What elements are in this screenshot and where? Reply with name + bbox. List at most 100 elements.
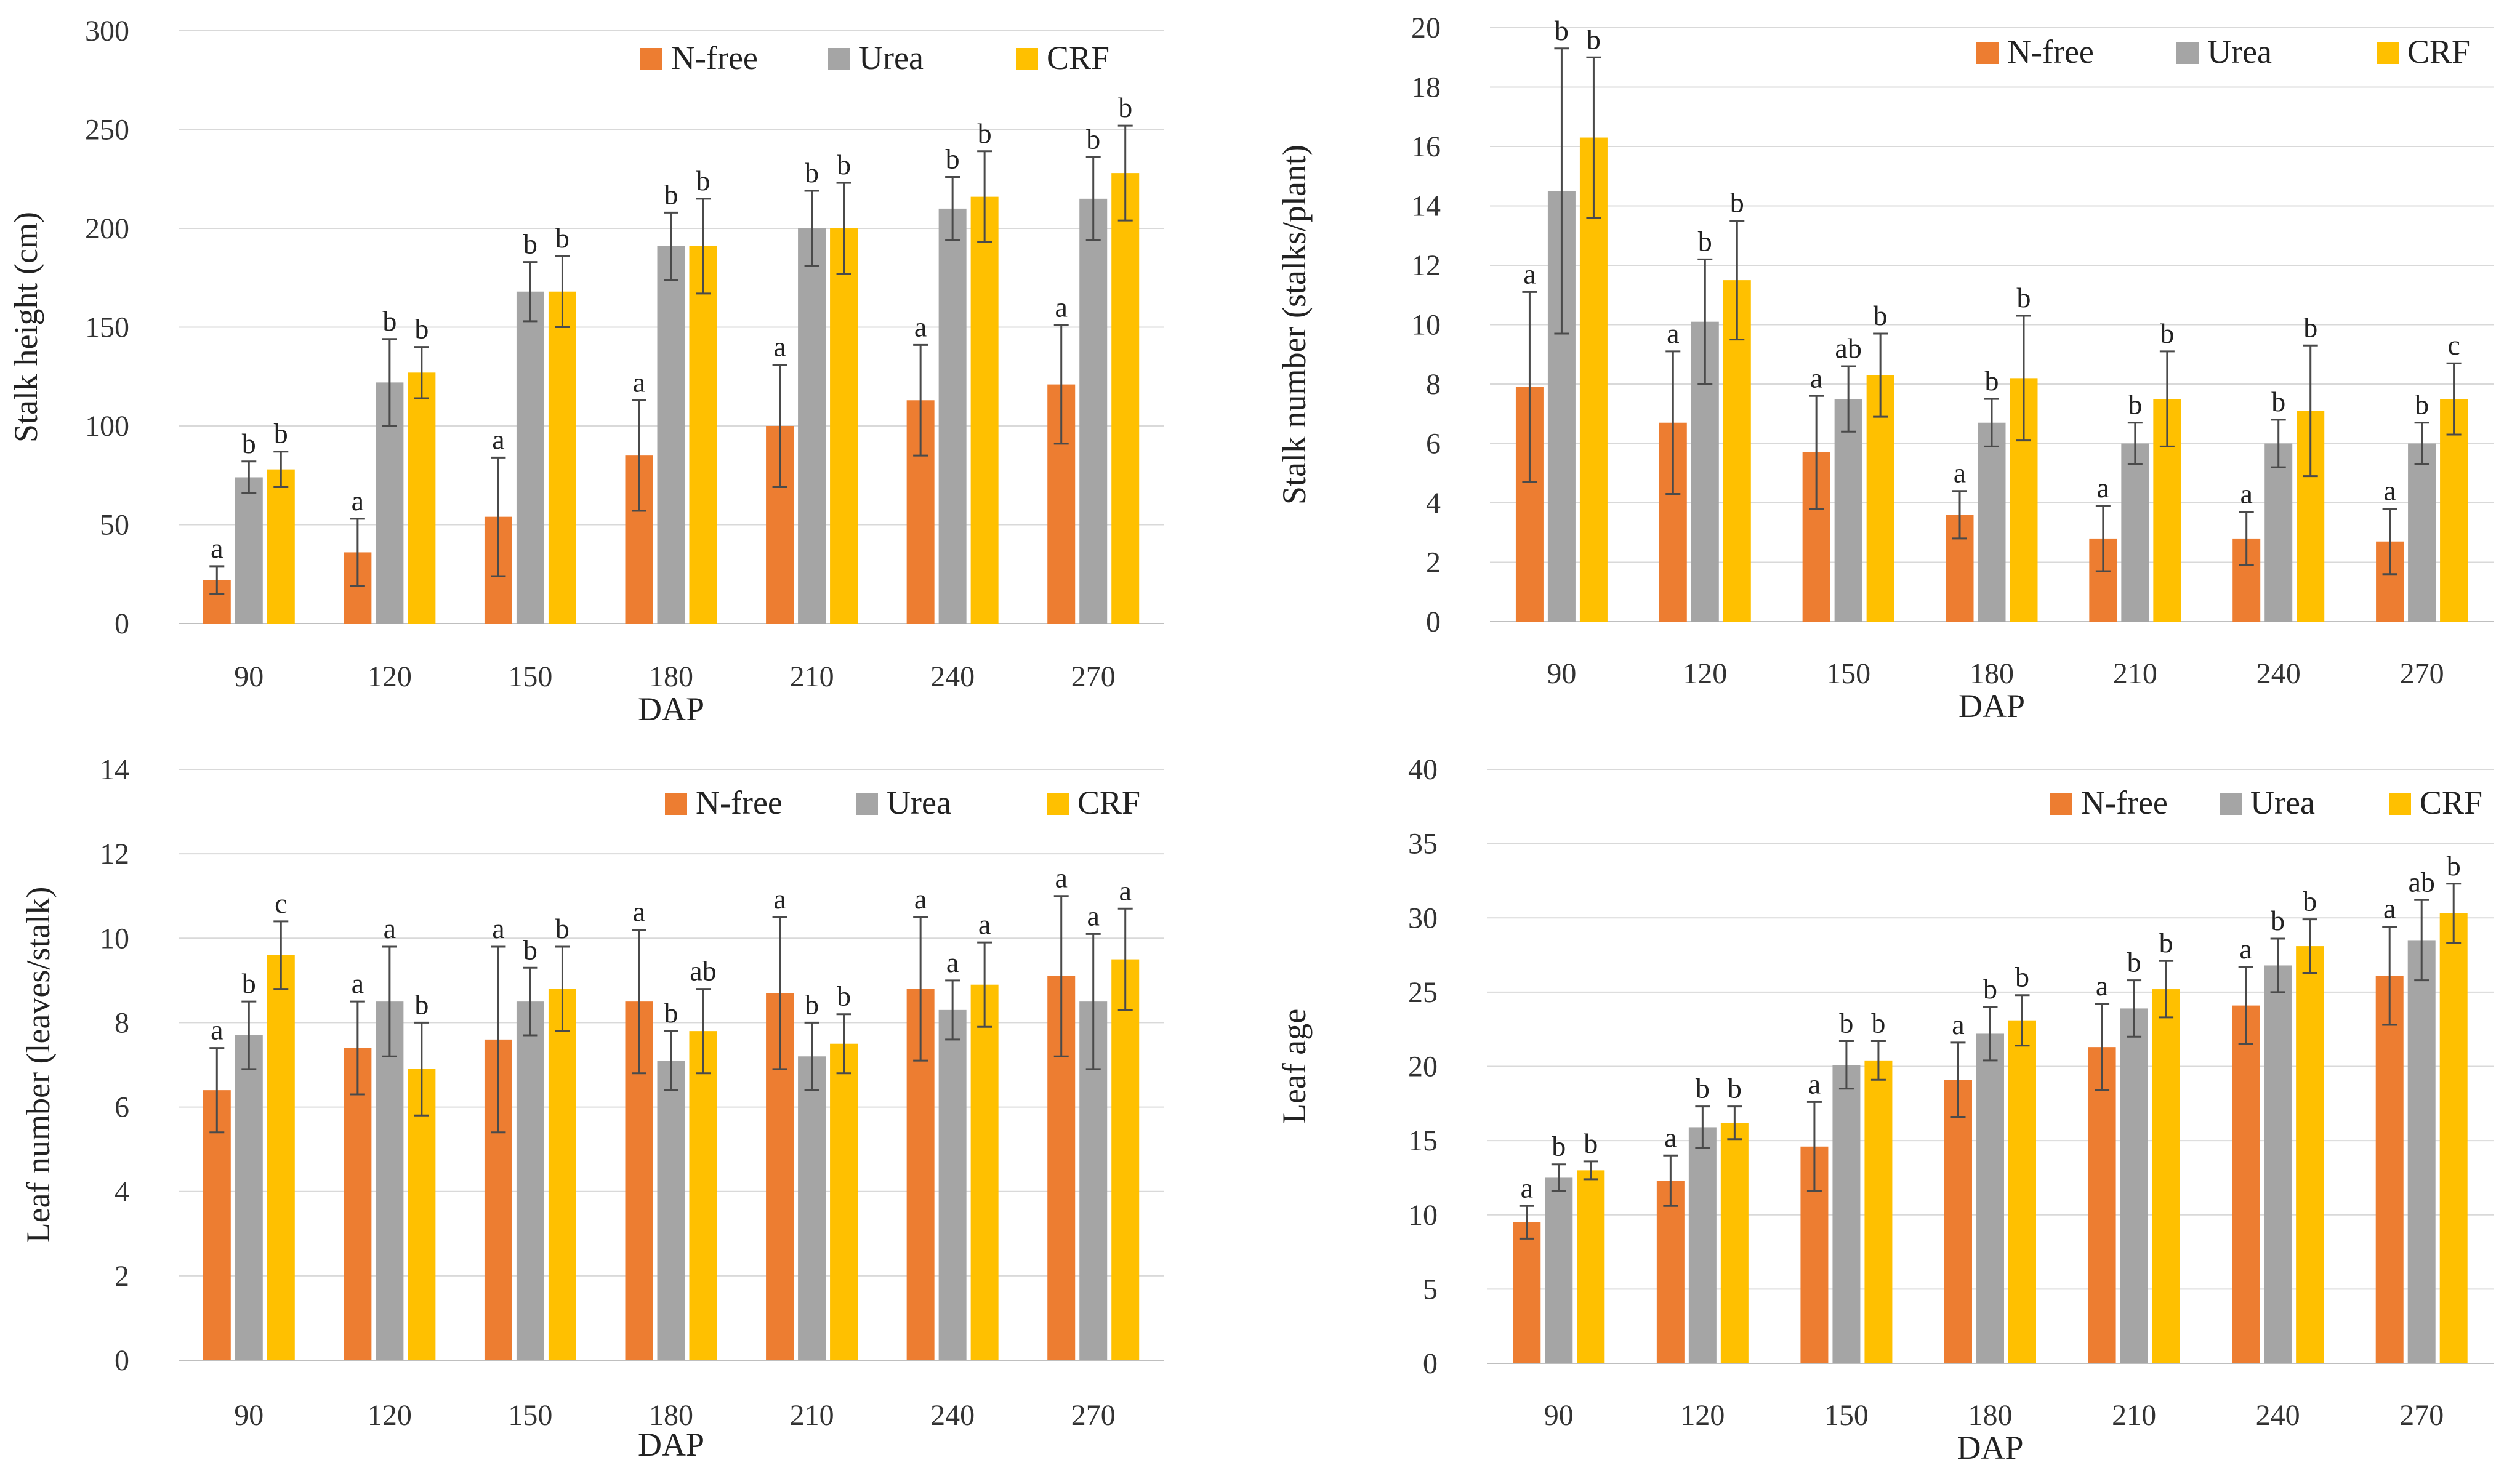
significance-label: b — [2160, 318, 2174, 349]
significance-label: a — [1810, 362, 1822, 393]
y-tick-label: 150 — [85, 311, 129, 344]
bar-crf — [2296, 946, 2324, 1363]
bar-urea — [938, 1009, 967, 1360]
significance-label: ab — [690, 955, 716, 987]
significance-label: b — [2303, 886, 2317, 917]
error-bar — [555, 255, 570, 328]
error-bar — [664, 211, 678, 281]
significance-label: a — [2383, 475, 2396, 507]
error-bar — [2270, 937, 2285, 993]
bar-crf — [548, 989, 576, 1360]
legend-swatch — [2377, 42, 2399, 64]
error-bar — [1983, 1006, 1998, 1062]
error-bar — [2159, 960, 2174, 1019]
significance-label: b — [1584, 1128, 1598, 1159]
y-tick-label: 12 — [1411, 249, 1441, 282]
error-bar — [2382, 926, 2397, 1026]
significance-label: b — [242, 968, 256, 999]
bar-urea — [657, 246, 685, 624]
significance-label: b — [1730, 187, 1744, 219]
significance-label: a — [773, 883, 786, 915]
significance-label: a — [384, 913, 396, 944]
significance-label: b — [2447, 850, 2461, 881]
y-tick-label: 8 — [1426, 368, 1441, 401]
x-tick-label: 120 — [368, 660, 412, 693]
y-tick-label: 0 — [115, 608, 129, 640]
y-tick-label: 14 — [1411, 190, 1441, 223]
error-bar — [2239, 510, 2254, 566]
significance-label: a — [211, 532, 223, 564]
bar-urea — [938, 208, 967, 624]
bar-crf — [267, 469, 295, 624]
error-bar — [977, 150, 992, 243]
x-tick-label: 180 — [649, 660, 693, 693]
y-tick-label: 12 — [100, 838, 129, 870]
error-bar — [209, 1047, 225, 1134]
chart-stalk-height: 0 50 100 150 200 250 300 Stalk height (cm) DAP 90… — [7, 15, 1164, 726]
significance-label: a — [1808, 1068, 1821, 1099]
error-bar — [836, 182, 851, 275]
x-tick-label: 270 — [2400, 657, 2444, 690]
chart-leaf-number: 0 2 4 6 8 10 12 14 Leaf number (leaves/stalk) DAP… — [20, 753, 1164, 1463]
bar-urea — [2264, 965, 2292, 1363]
y-tick-label: 16 — [1411, 130, 1441, 163]
significance-label: b — [414, 313, 429, 345]
bar-urea — [798, 228, 826, 624]
error-bar — [1522, 291, 1537, 483]
bar-crf — [830, 228, 858, 624]
significance-label: a — [2240, 478, 2253, 509]
significance-label: b — [1698, 225, 1712, 257]
legend-label: N-free — [696, 784, 783, 821]
error-bar — [836, 1013, 851, 1075]
y-tick-label: 10 — [100, 922, 129, 955]
legend-label: Urea — [2250, 784, 2315, 821]
bar-n-free — [1513, 1222, 1541, 1363]
x-tick-label: 90 — [234, 1399, 264, 1432]
significance-label: a — [2383, 893, 2396, 924]
bar-crf — [830, 1043, 858, 1360]
significance-label: b — [2271, 905, 2285, 936]
significance-label: b — [1871, 1007, 1885, 1038]
x-axis-label: DAP — [638, 1426, 704, 1463]
x-tick-label: 120 — [1683, 657, 1727, 690]
bar-n-free — [2232, 1005, 2260, 1363]
error-bar — [632, 399, 646, 512]
error-bar — [2446, 362, 2462, 436]
significance-label: a — [2096, 970, 2108, 1001]
significance-label: b — [1086, 123, 1100, 154]
significance-label: a — [1055, 862, 1068, 894]
x-tick-label: 240 — [930, 660, 975, 693]
y-tick-label: 18 — [1411, 71, 1441, 104]
error-bar — [1806, 1101, 1822, 1192]
bar-urea — [1978, 422, 2006, 622]
legend-label: N-free — [671, 39, 758, 76]
error-bar — [1984, 398, 1999, 447]
error-bar — [1586, 56, 1601, 219]
significance-label: a — [2239, 933, 2252, 965]
error-bar — [1838, 1040, 1854, 1090]
significance-label: a — [1952, 1009, 1964, 1040]
significance-label: a — [914, 883, 927, 915]
y-axis-label: Leaf number (leaves/stalk) — [20, 887, 57, 1243]
bar-urea — [235, 477, 263, 624]
y-tick-label: 300 — [85, 15, 129, 47]
y-tick-label: 4 — [115, 1176, 129, 1208]
x-tick-label: 180 — [1968, 1399, 2013, 1432]
error-bar — [1870, 1040, 1886, 1081]
significance-label: ab — [1835, 332, 1861, 364]
significance-label: b — [2271, 386, 2285, 417]
error-bar — [2016, 315, 2031, 442]
legend-swatch — [2220, 793, 2242, 815]
legend-swatch — [2176, 42, 2199, 64]
error-bar — [945, 979, 960, 1041]
y-tick-label: 0 — [1426, 606, 1441, 638]
significance-label: b — [696, 165, 711, 196]
error-bar — [2015, 994, 2030, 1047]
bar-crf — [970, 984, 999, 1360]
legend-label: Urea — [2207, 33, 2272, 70]
bar-n-free — [1944, 1080, 1972, 1363]
error-bar — [2271, 419, 2286, 468]
x-tick-label: 90 — [1547, 657, 1576, 690]
error-bar — [414, 1021, 429, 1117]
